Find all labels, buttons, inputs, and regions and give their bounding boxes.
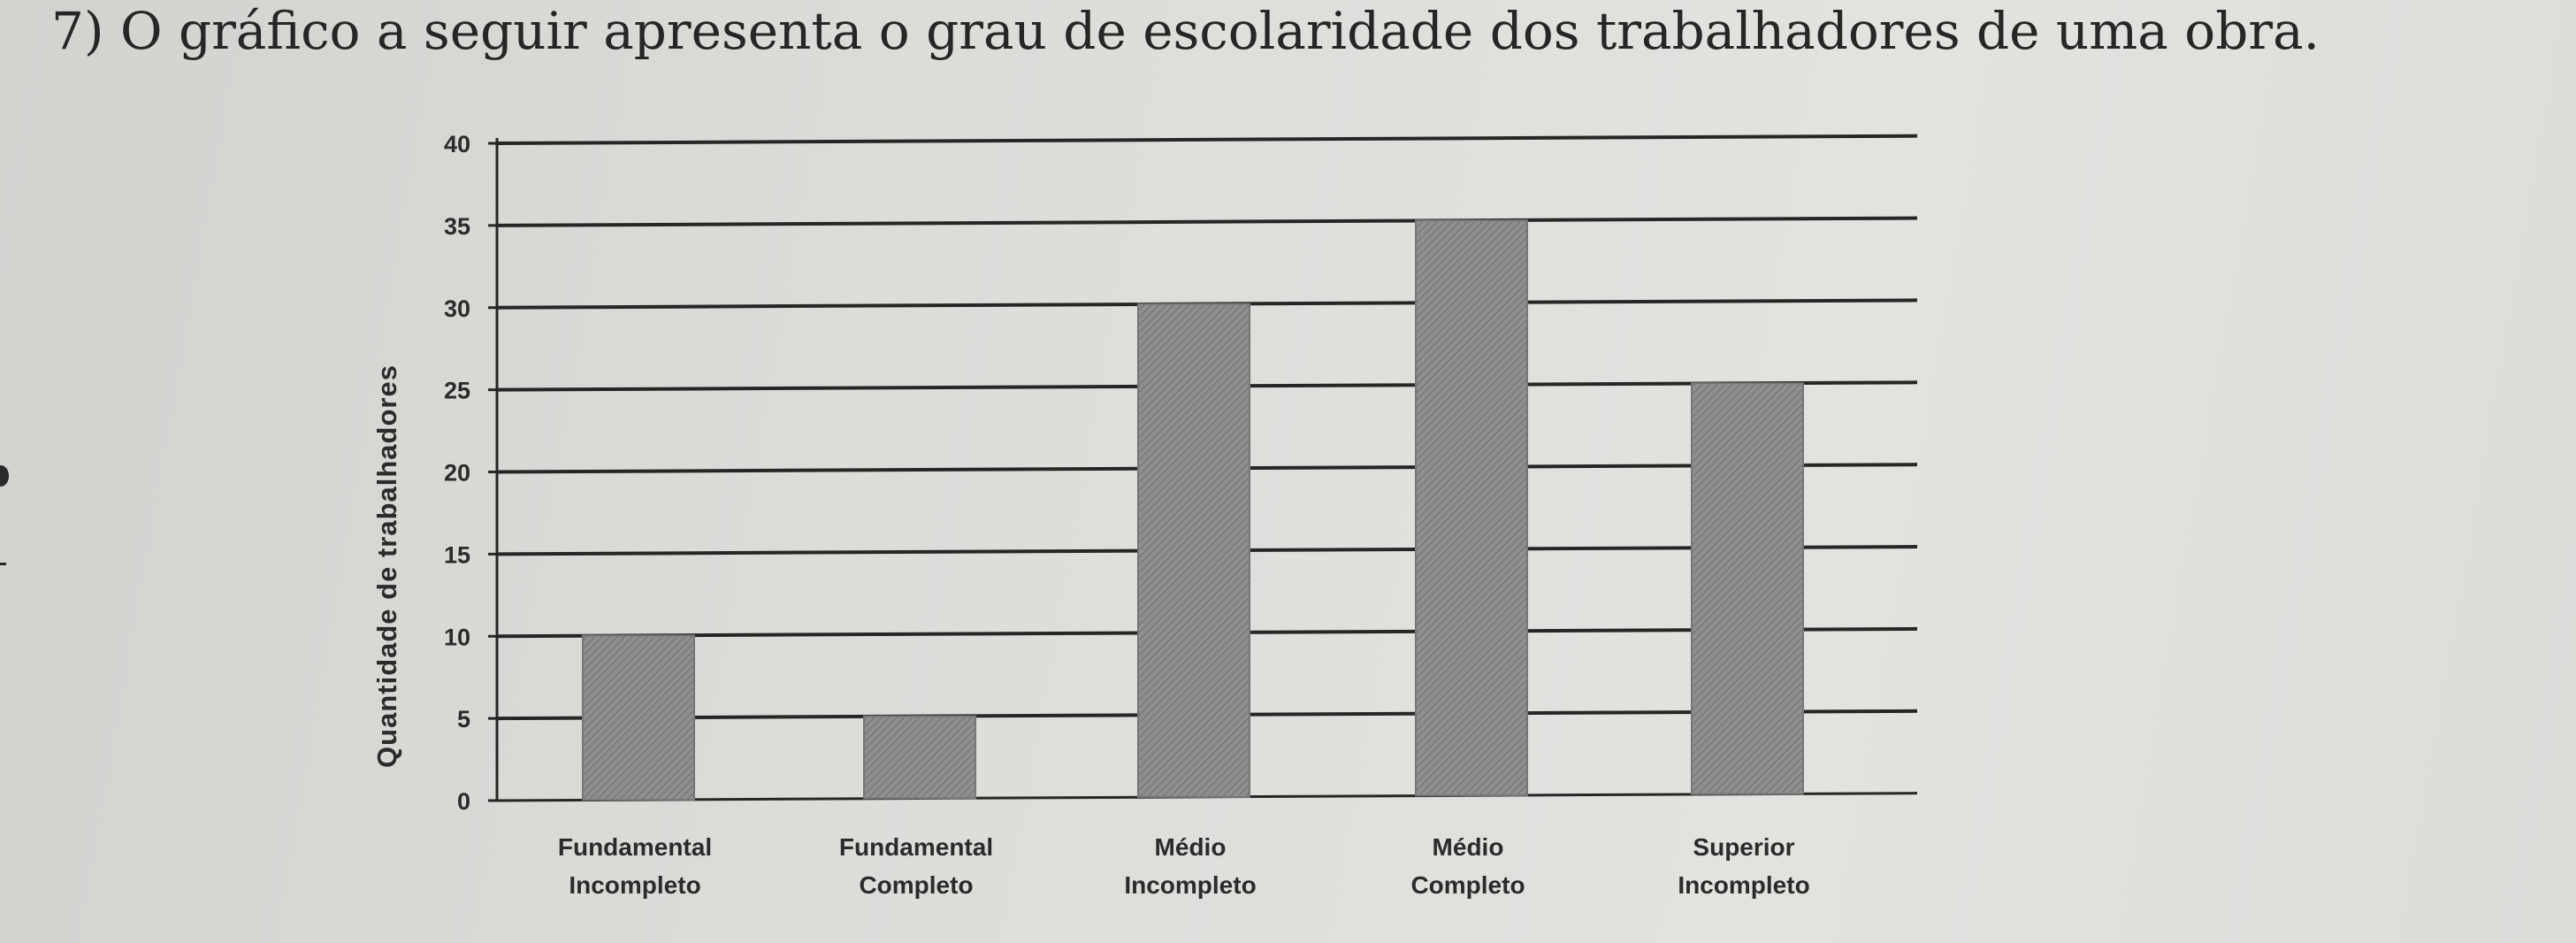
x-category-label: Fundamental [558,833,712,861]
x-category-label: Incompleto [1678,871,1809,899]
bar [1137,303,1250,798]
y-tick-label: 20 [444,460,470,487]
y-tick-label: 10 [444,624,470,650]
gridline [496,216,1918,227]
y-tick-label: 35 [444,213,470,240]
bar [863,715,976,800]
y-axis [488,138,506,802]
x-category-label: Incompleto [1124,871,1256,899]
bar [582,634,695,801]
gridline [496,134,1918,145]
x-category-label: Completo [859,871,973,899]
y-tick-label: 15 [444,541,470,568]
y-tick-labels: 0 5 10 15 20 25 30 35 40 [444,131,470,815]
y-tick-label: 30 [444,295,470,322]
margin-mark-dot [0,465,9,487]
bars [582,219,1804,801]
y-tick-label: 40 [444,131,470,157]
x-category-labels: Fundamental Incompleto Fundamental Completo… [558,833,1810,899]
y-tick-label: 25 [444,378,470,404]
x-category-label: Incompleto [569,871,700,899]
y-tick-label: 5 [457,706,470,732]
y-tick-label: 0 [457,788,470,815]
bar [1415,219,1528,797]
x-category-label: Superior [1693,833,1794,861]
x-category-label: Fundamental [839,833,993,861]
question-text: 7) O gráfico a seguir apresenta o grau d… [51,1,2320,61]
x-category-label: Médio [1155,833,1227,861]
x-category-label: Médio [1433,833,1504,861]
x-category-label: Completo [1410,871,1525,899]
bar [1691,382,1804,795]
margin-mark-dash [0,563,6,565]
y-axis-label: Quantidade de trabalhadores [371,364,402,768]
